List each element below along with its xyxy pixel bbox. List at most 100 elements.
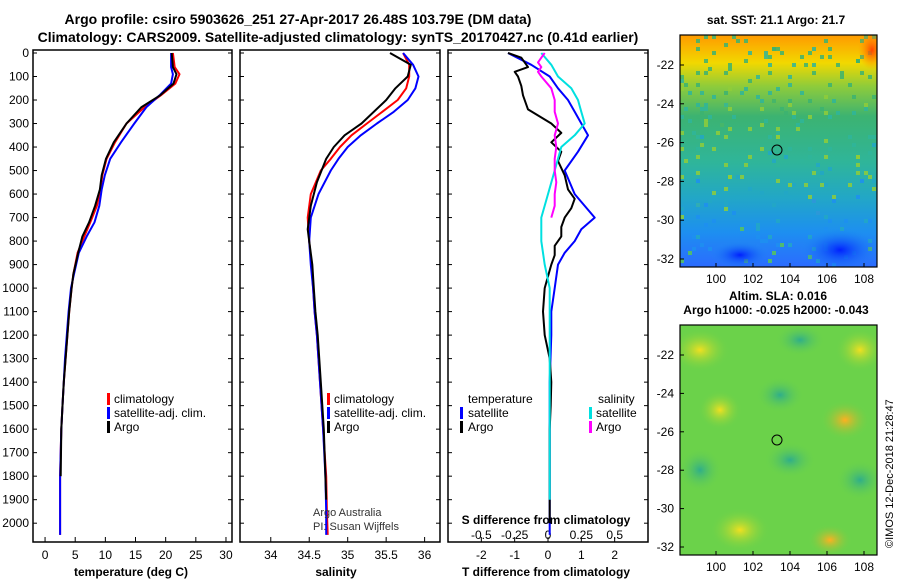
legend-swatch-climatology <box>327 393 330 405</box>
sst-pixel <box>820 171 824 175</box>
legend-swatch-satellite <box>107 407 110 419</box>
sst-pixel <box>788 75 792 79</box>
sst-pixel <box>860 71 864 75</box>
sst-pixel <box>764 239 768 243</box>
depth-tick-label: 2000 <box>2 516 29 530</box>
sst-pixel <box>812 199 816 203</box>
legend-satellite: satellite-adj. clim. <box>334 406 426 420</box>
difference-s-satellite-line <box>540 52 586 500</box>
sst-pixel <box>824 215 828 219</box>
salinity-argo-line <box>306 52 412 500</box>
depth-tick-label: 1700 <box>2 446 29 460</box>
sst-pixel <box>768 151 772 155</box>
sst-pixel <box>748 127 752 131</box>
sst-pixel <box>852 111 856 115</box>
sst-pixel <box>856 195 860 199</box>
sst-pixel <box>684 83 688 87</box>
sst-pixel <box>680 259 684 263</box>
sst-pixel <box>800 55 804 59</box>
sst-pixel <box>796 123 800 127</box>
legend-s-satellite: satellite <box>596 406 637 420</box>
sla-map-frame <box>679 324 878 556</box>
x-tick-label: 20 <box>159 548 173 562</box>
sst-pixel <box>828 47 832 51</box>
sst-pixel <box>760 239 764 243</box>
sst-pixel <box>828 55 832 59</box>
depth-tick-label: 300 <box>9 117 29 131</box>
sst-pixel <box>784 111 788 115</box>
header-line1: Argo profile: csiro 5903626_251 27-Apr-2… <box>65 11 532 27</box>
map-lon-tick-label: 100 <box>706 272 726 286</box>
x-tick-label: -2 <box>476 548 487 562</box>
sst-pixel <box>776 135 780 139</box>
sst-pixel <box>848 83 852 87</box>
sst-pixel <box>796 127 800 131</box>
sst-pixel <box>872 231 876 235</box>
salinity-panel <box>239 49 441 543</box>
copyright-label: ©IMOS 12-Dec-2018 21:28:47 <box>884 399 896 548</box>
sst-pixel <box>800 159 804 163</box>
sst-pixel <box>728 127 732 131</box>
x-tick-label: 1 <box>578 548 585 562</box>
sst-pixel <box>760 147 764 151</box>
sst-pixel <box>768 55 772 59</box>
sst-pixel <box>760 123 764 127</box>
sst-pixel <box>696 39 700 43</box>
difference-t-satellite-line <box>507 52 596 535</box>
sst-pixel <box>700 91 704 95</box>
sst-pixel <box>756 223 760 227</box>
sst-pixel <box>772 47 776 51</box>
depth-tick-label: 800 <box>9 234 29 248</box>
sst-pixel <box>764 55 768 59</box>
sst-pixel <box>840 75 844 79</box>
sst-pixel <box>812 47 816 51</box>
sst-pixel <box>680 87 684 91</box>
sst-pixel <box>692 235 696 239</box>
sst-pixel <box>812 171 816 175</box>
depth-tick-label: 400 <box>9 140 29 154</box>
sst-pixel <box>696 135 700 139</box>
sst-pixel <box>756 95 760 99</box>
sst-pixel <box>828 219 832 223</box>
sst-pixel <box>712 35 716 39</box>
sst-pixel <box>792 183 796 187</box>
sst-pixel <box>788 243 792 247</box>
sst-pixel <box>768 91 772 95</box>
sst-pixel <box>748 187 752 191</box>
salinity-xlabel: salinity <box>315 565 357 579</box>
sst-pixel <box>708 67 712 71</box>
sst-pixel <box>736 39 740 43</box>
map-lon-tick-label: 108 <box>854 272 874 286</box>
sst-pixel <box>704 71 708 75</box>
sst-pixel <box>808 51 812 55</box>
sst-pixel <box>856 155 860 159</box>
legend-s-argo: Argo <box>596 420 622 434</box>
sst-pixel <box>740 91 744 95</box>
depth-tick-label: 200 <box>9 93 29 107</box>
sst-pixel <box>680 79 684 83</box>
sst-pixel <box>828 147 832 151</box>
sst-pixel <box>768 135 772 139</box>
sst-pixel <box>724 103 728 107</box>
map-lat-tick-label: -30 <box>657 502 675 516</box>
map-lat-tick-label: -28 <box>657 463 675 477</box>
sst-pixel <box>732 115 736 119</box>
sst-pixel <box>700 143 704 147</box>
sst-pixel <box>708 199 712 203</box>
sst-pixel <box>872 179 876 183</box>
sst-pixel <box>852 95 856 99</box>
sst-pixel <box>860 179 864 183</box>
sst-pixel <box>828 115 832 119</box>
sst-pixel <box>832 199 836 203</box>
depth-tick-label: 600 <box>9 187 29 201</box>
depth-tick-label: 100 <box>9 70 29 84</box>
sst-pixel <box>704 103 708 107</box>
depth-tick-label: 1100 <box>3 305 29 319</box>
map-lon-tick-label: 100 <box>706 560 726 574</box>
sst-pixel <box>736 195 740 199</box>
map-lat-tick-label: -30 <box>657 213 675 227</box>
sst-pixel <box>708 115 712 119</box>
sst-pixel <box>728 67 732 71</box>
s-diff-tick-label: 0 <box>545 528 552 542</box>
